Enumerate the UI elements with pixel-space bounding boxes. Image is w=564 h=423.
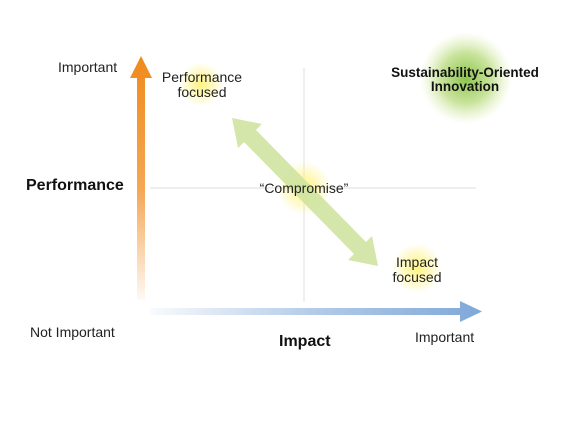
y-axis-bottom-label: Not Important — [30, 324, 115, 340]
performance-axis-arrow — [130, 56, 152, 300]
performance-focused-line-2: focused — [177, 83, 227, 100]
x-axis-right-label: Important — [415, 329, 475, 345]
performance-focused-label: Performance focused — [150, 70, 254, 99]
sustainability-oriented-innovation-label: Sustainability-Oriented Innovation — [376, 65, 554, 95]
impact-focused-line-2: focused — [392, 268, 442, 285]
sustainability-line-1: Sustainability-Oriented — [391, 65, 539, 80]
sustainability-line-2: Innovation — [430, 79, 500, 95]
performance-focused-glow — [179, 62, 223, 106]
performance-focused-line-1: Performance — [161, 69, 243, 85]
impact-axis-arrow — [150, 301, 482, 322]
impact-focused-glow — [392, 243, 442, 293]
compromise-label: “Compromise” — [259, 180, 349, 196]
x-axis-title: Impact — [279, 333, 331, 350]
impact-focused-line-1: Impact — [395, 254, 438, 270]
sustainability-glow — [420, 32, 512, 124]
y-axis-top-label: Important — [58, 59, 118, 75]
impact-focused-label: Impact focused — [377, 255, 457, 284]
diagonal-double-arrow — [232, 118, 378, 266]
y-axis-title: Performance — [26, 177, 124, 194]
